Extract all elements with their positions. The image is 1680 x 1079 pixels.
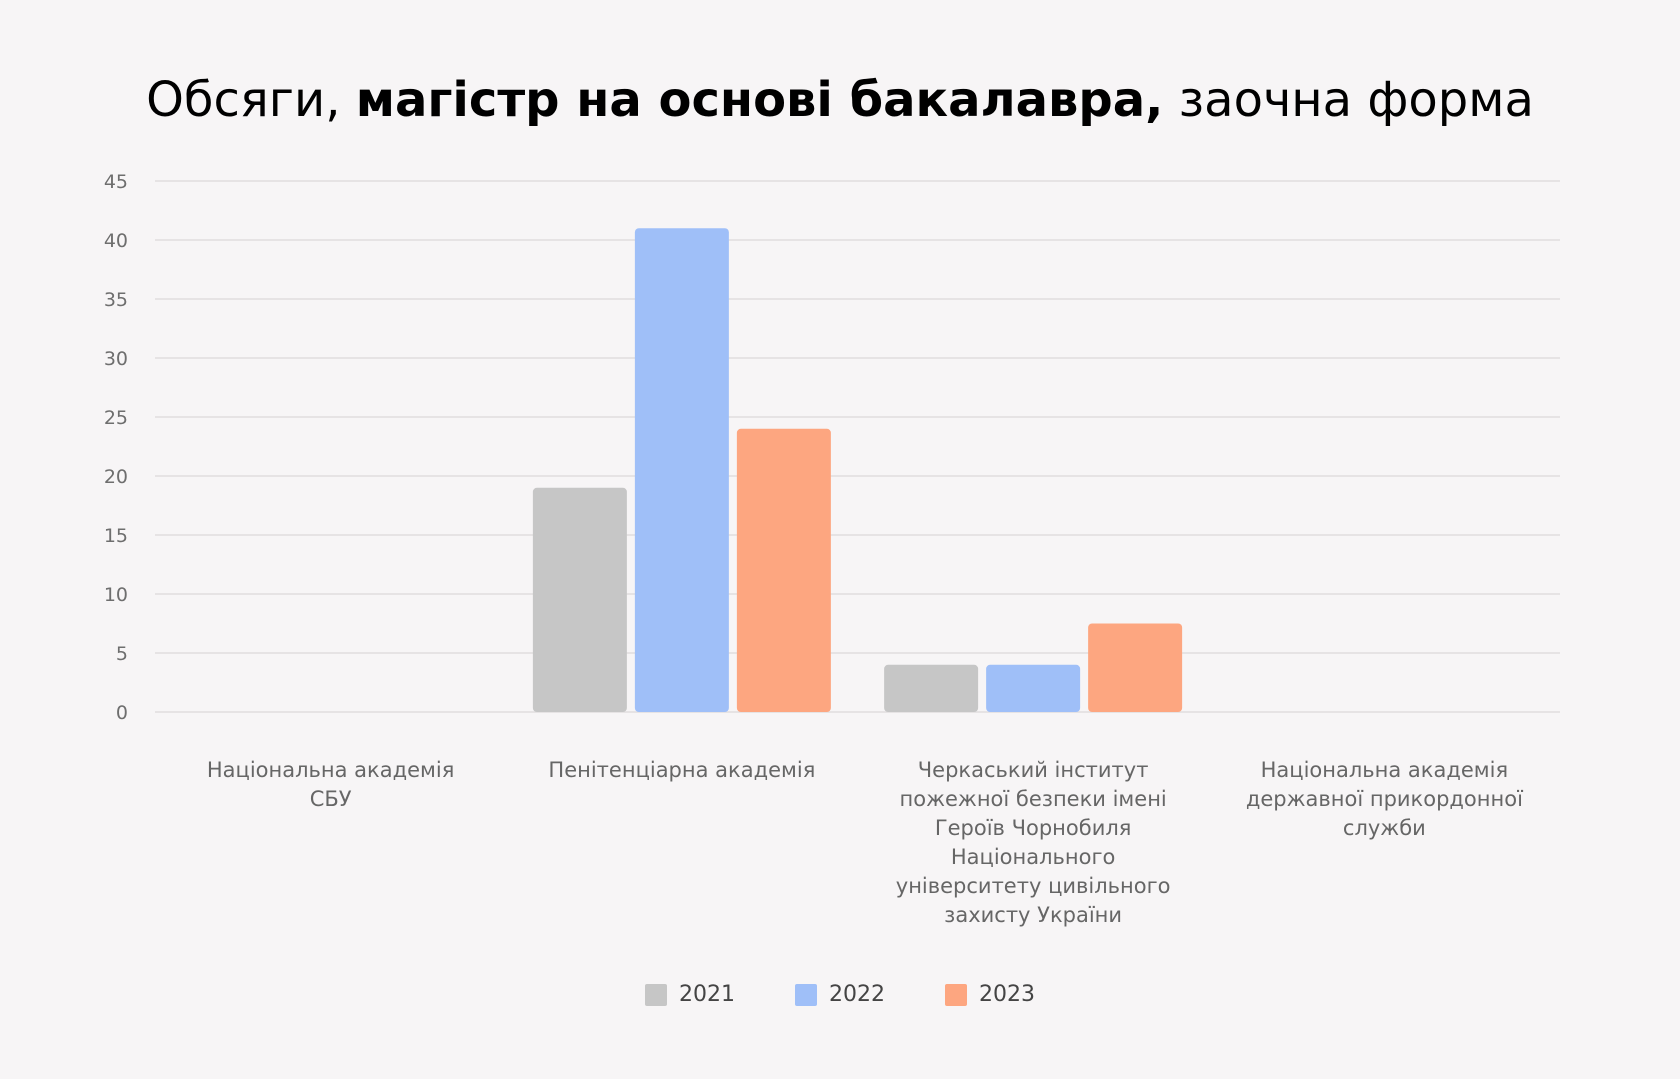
x-category-label-line: Черкаський інститут: [918, 758, 1149, 782]
y-tick-label: 45: [104, 171, 128, 193]
legend-item-2022: 2022: [795, 982, 885, 1007]
y-tick-label: 5: [116, 643, 128, 665]
legend-swatch: [945, 983, 967, 1006]
x-category-label-line: пожежної безпеки імені: [899, 787, 1166, 811]
title-suffix: заочна форма: [1163, 72, 1534, 128]
bar-2022: [634, 228, 729, 712]
bar-2022: [986, 664, 1081, 712]
legend-swatch: [645, 983, 667, 1006]
bar-2023: [1088, 623, 1183, 712]
x-category-label-line: університету цивільного: [896, 874, 1171, 898]
x-category-label: Національна академія СБУ: [207, 758, 454, 811]
y-tick-label: 40: [104, 230, 128, 252]
y-tick-label: 30: [104, 348, 128, 370]
y-tick-label: 15: [104, 525, 128, 547]
x-category-label-line: Національного: [951, 845, 1116, 869]
x-category-label-line: СБУ: [310, 787, 352, 811]
y-tick-label: 10: [104, 584, 128, 606]
title-bold: магістр на основі бакалавра,: [355, 72, 1164, 128]
bar-2023: [736, 428, 831, 712]
x-category-label-line: Національна академія: [207, 758, 454, 782]
x-category-label-line: державної прикордонної: [1246, 787, 1523, 811]
x-category-label-line: захисту України: [944, 903, 1122, 927]
legend-label: 2023: [979, 982, 1035, 1007]
y-tick-label: 20: [104, 466, 128, 488]
legend-item-2023: 2023: [945, 982, 1035, 1007]
bar-2021: [884, 664, 979, 712]
y-tick-label: 0: [116, 702, 128, 724]
legend: 2021 2022 2023: [0, 982, 1680, 1007]
x-category-label-line: Героїв Чорнобиля: [935, 816, 1132, 840]
x-category-label-line: Пенітенціарна академія: [548, 758, 815, 782]
x-category-label-line: Національна академія: [1261, 758, 1508, 782]
x-category-label: Черкаський інститут пожежної безпеки імен…: [896, 758, 1171, 927]
bar-2021: [532, 487, 627, 712]
chart-title: Обсяги, магістр на основі бакалавра, зао…: [0, 62, 1680, 138]
legend-swatch: [795, 983, 817, 1006]
y-tick-label: 25: [104, 407, 128, 429]
x-category-label: Пенітенціарна академія: [548, 758, 815, 782]
x-category-label: Національна академія державної прикордонн…: [1246, 758, 1523, 840]
legend-label: 2021: [679, 982, 735, 1007]
title-prefix: Обсяги,: [146, 72, 356, 128]
bar-chart: 0 5 10 15 20 25 30 35 40 45 Національна академія СБ…: [104, 171, 1560, 927]
y-tick-label: 35: [104, 289, 128, 311]
x-category-label-line: служби: [1343, 816, 1426, 840]
legend-label: 2022: [829, 982, 885, 1007]
legend-item-2021: 2021: [645, 982, 735, 1007]
